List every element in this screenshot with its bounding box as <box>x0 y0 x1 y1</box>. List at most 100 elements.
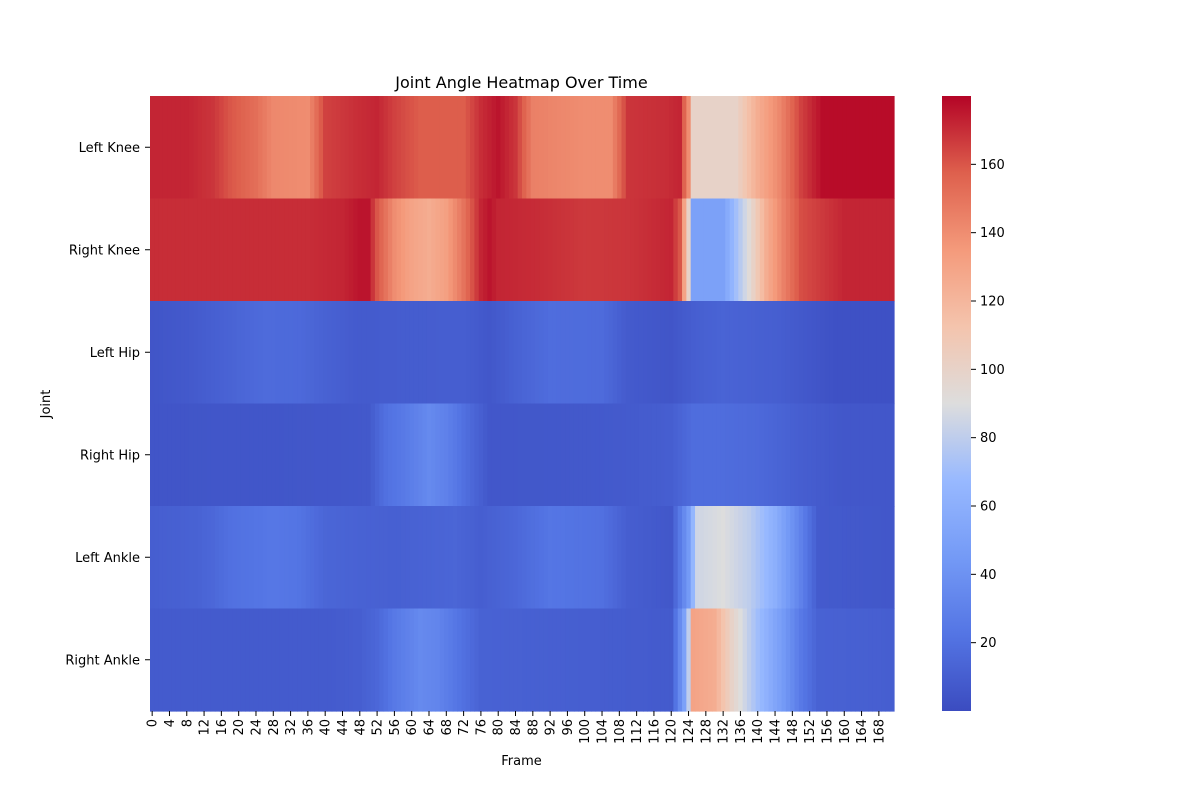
heatmap-cell <box>500 403 506 507</box>
heatmap-cell <box>868 198 873 302</box>
heatmap-cell <box>400 608 406 712</box>
heatmap-cell <box>439 301 445 405</box>
heatmap-cell <box>513 608 519 712</box>
heatmap-cell <box>621 96 627 200</box>
heatmap-cell <box>409 96 415 200</box>
heatmap-cell <box>383 506 389 610</box>
heatmap-cell <box>292 608 298 712</box>
x-tick-label: 92 <box>544 719 559 736</box>
heatmap-cell <box>465 301 471 405</box>
heatmap-cell <box>353 96 359 200</box>
heatmap-cell <box>543 506 549 610</box>
heatmap-cell <box>279 506 285 610</box>
heatmap-cell <box>677 506 683 610</box>
heatmap-cell <box>509 301 514 405</box>
heatmap-cell <box>422 608 428 712</box>
heatmap-cell <box>604 506 610 610</box>
heatmap-cell <box>604 301 610 405</box>
heatmap-cell <box>487 301 493 405</box>
heatmap-cell <box>889 506 895 610</box>
heatmap-cell <box>746 96 752 200</box>
heatmap-cell <box>539 403 545 507</box>
heatmap-cell <box>513 403 519 507</box>
heatmap-cell <box>158 96 164 200</box>
heatmap-cell <box>405 403 411 507</box>
heatmap-cell <box>418 301 424 405</box>
heatmap-cell <box>881 198 886 302</box>
heatmap-cell <box>331 301 337 405</box>
heatmap-cell <box>534 96 540 200</box>
heatmap-cell <box>387 198 393 302</box>
heatmap-cell <box>448 506 454 610</box>
heatmap-cell <box>331 198 337 302</box>
heatmap-cell <box>677 301 683 405</box>
heatmap-cell <box>699 608 705 712</box>
heatmap-cell <box>452 608 458 712</box>
heatmap-cell <box>227 198 233 302</box>
heatmap-cell <box>863 608 869 712</box>
heatmap-cell <box>249 96 255 200</box>
heatmap-cell <box>366 198 372 302</box>
heatmap-cell <box>863 506 869 610</box>
heatmap-cell <box>716 96 722 200</box>
heatmap-cell <box>509 96 514 200</box>
heatmap-cell <box>500 506 506 610</box>
heatmap-cell <box>487 198 493 302</box>
heatmap-cell <box>323 608 328 712</box>
heatmap-cell <box>755 506 761 610</box>
heatmap-cell <box>517 198 523 302</box>
heatmap-cell <box>781 301 787 405</box>
heatmap-cell <box>669 301 674 405</box>
heatmap-cell <box>560 608 566 712</box>
heatmap-cell <box>262 96 268 200</box>
heatmap-cell <box>245 608 251 712</box>
y-tick-label: Left Hip <box>90 346 140 361</box>
heatmap-cell <box>175 198 181 302</box>
heatmap-cell <box>184 506 190 610</box>
x-tick-label: 160 <box>838 719 853 744</box>
heatmap-cell <box>716 301 722 405</box>
heatmap-cell <box>370 301 376 405</box>
heatmap-cell <box>405 301 411 405</box>
heatmap-cell <box>232 403 238 507</box>
heatmap-cell <box>184 301 190 405</box>
heatmap-cell <box>422 506 428 610</box>
heatmap-cell <box>595 506 601 610</box>
heatmap-cell <box>323 96 328 200</box>
heatmap-cell <box>560 96 566 200</box>
heatmap-cell <box>444 506 450 610</box>
heatmap-cell <box>807 506 813 610</box>
heatmap-cell <box>357 403 363 507</box>
heatmap-cell <box>405 96 411 200</box>
heatmap-cell <box>258 506 264 610</box>
heatmap-cell <box>513 96 519 200</box>
colorbar-tick-label: 160 <box>980 158 1005 173</box>
heatmap-cell <box>288 403 294 507</box>
heatmap-cell <box>396 608 402 712</box>
heatmap-cell <box>310 506 315 610</box>
heatmap-cell <box>180 403 186 507</box>
heatmap-cell <box>881 403 886 507</box>
heatmap-cell <box>197 403 203 507</box>
heatmap-cell <box>729 301 735 405</box>
heatmap-cell <box>154 608 160 712</box>
heatmap-cell <box>522 96 527 200</box>
heatmap-cell <box>837 198 843 302</box>
heatmap-cell <box>682 403 687 507</box>
heatmap-cell <box>496 96 501 200</box>
heatmap-cell <box>881 301 886 405</box>
heatmap-cell <box>772 96 778 200</box>
heatmap-cell <box>370 198 376 302</box>
heatmap-cell <box>517 301 523 405</box>
heatmap-cell <box>305 608 311 712</box>
heatmap-cell <box>742 403 748 507</box>
heatmap-cell <box>383 301 389 405</box>
heatmap-cell <box>262 301 268 405</box>
heatmap-cell <box>794 96 800 200</box>
heatmap-cell <box>188 301 194 405</box>
heatmap-cell <box>439 608 445 712</box>
heatmap-cell <box>392 96 398 200</box>
colorbar-tick-label: 80 <box>980 431 997 446</box>
heatmap-cell <box>599 301 605 405</box>
heatmap-cell <box>863 301 869 405</box>
